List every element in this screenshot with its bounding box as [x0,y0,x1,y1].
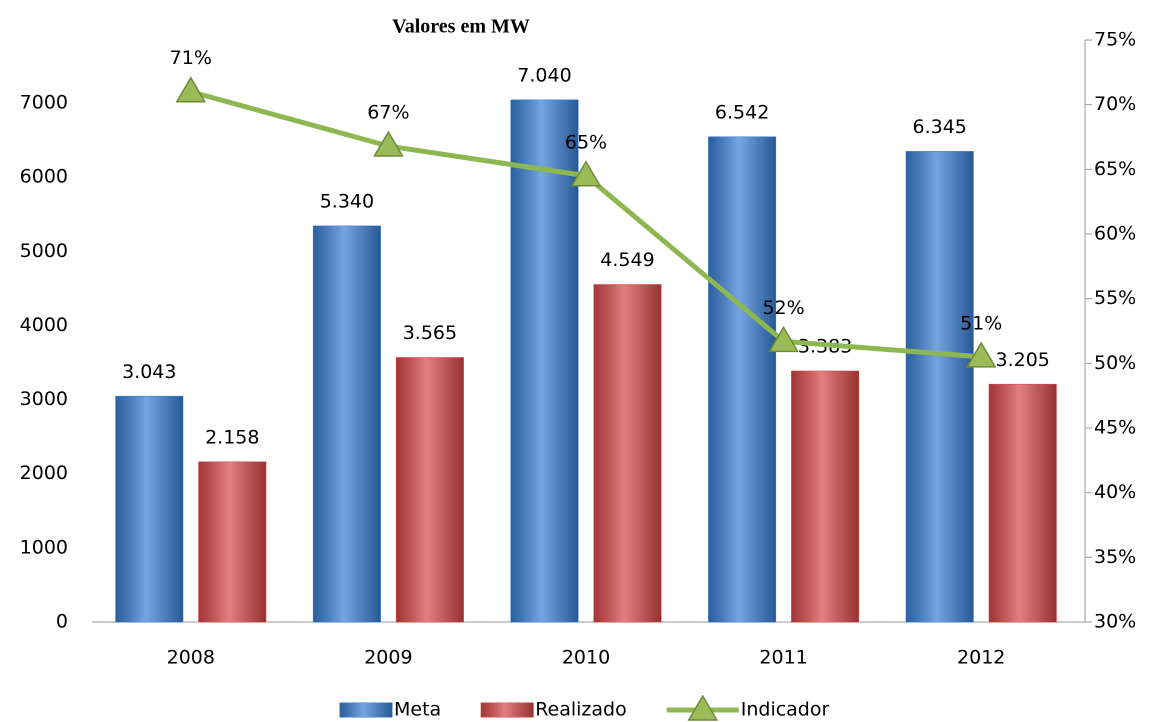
y2-tick-label: 40% [1094,481,1136,503]
bar-shine [396,357,464,622]
data-label: 6.542 [715,101,769,123]
bar-shine [511,100,578,622]
y2-tick-label: 60% [1094,223,1136,245]
y-tick-label: 6000 [20,166,68,188]
bar-shine [989,384,1057,622]
y-tick-label: 0 [56,611,68,633]
data-label: 51% [960,312,1002,334]
y-tick-label: 4000 [20,314,68,336]
data-label: 7.040 [517,65,571,87]
bar-shine [594,284,661,622]
bar-shine [198,462,266,622]
x-tick-label: 2009 [364,647,412,669]
y-tick-label: 7000 [20,92,68,114]
legend-label: Meta [394,699,441,721]
bar-shine [906,151,974,623]
marker [373,130,404,157]
legend-shine [481,703,534,717]
data-label: 3.205 [995,349,1049,371]
data-label: 52% [762,297,804,319]
y2-tick-label: 75% [1094,29,1136,51]
data-label: 6.345 [912,116,966,138]
y-tick-label: 1000 [20,536,68,558]
y2-tick-label: 45% [1094,417,1136,439]
y-tick-label: 2000 [20,462,68,484]
data-label: 5.340 [320,191,374,213]
marker [965,341,997,368]
y2-tick-label: 65% [1094,158,1136,180]
marker [768,325,799,353]
y2-tick-label: 70% [1094,93,1136,115]
data-label: 67% [367,102,409,124]
y2-tick-label: 55% [1094,287,1136,309]
data-label: 71% [170,47,212,69]
bar-shine [791,371,859,622]
data-label: 4.549 [600,249,654,271]
data-label: 3.043 [122,361,176,383]
data-label: 65% [565,131,607,153]
legend-label: Realizado [535,699,627,721]
x-tick-label: 2011 [759,647,807,669]
y2-tick-label: 30% [1094,611,1136,633]
y2-tick-label: 50% [1094,352,1136,374]
legend-shine [340,703,392,717]
data-label: 2.158 [205,427,259,449]
data-label: 3.565 [403,322,457,344]
x-tick-label: 2008 [167,647,215,669]
y-tick-label: 3000 [20,388,68,410]
x-tick-label: 2010 [562,647,610,669]
bar-shine [115,396,183,622]
y2-tick-label: 35% [1094,546,1136,568]
x-tick-label: 2012 [957,647,1005,669]
legend-marker [687,694,719,721]
legend-label: Indicador [741,699,830,721]
bar-shine [708,136,776,622]
marker [175,76,207,103]
marker [570,160,602,187]
bar-shine [313,226,381,622]
y-tick-label: 5000 [20,240,68,262]
chart-title: Valores em MW [392,16,530,38]
